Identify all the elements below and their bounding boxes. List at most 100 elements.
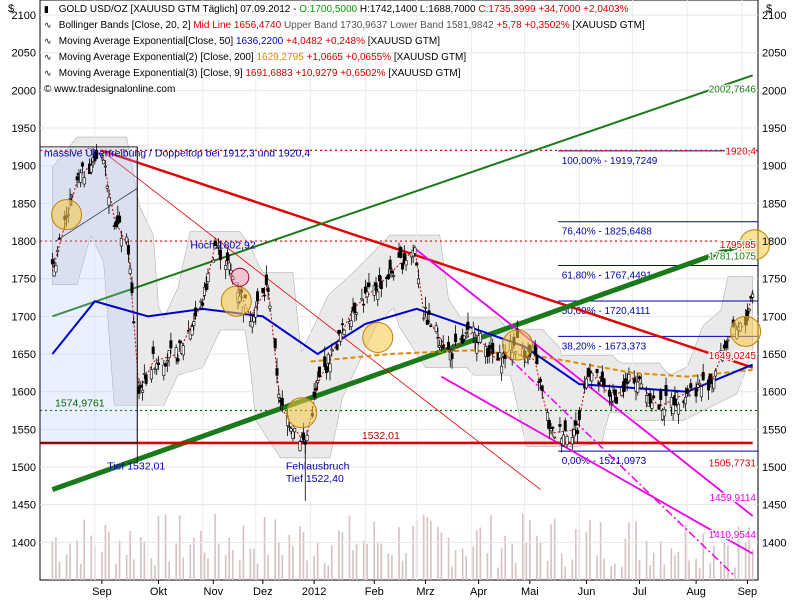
y-tick-label-left: 1550 — [12, 424, 36, 436]
candle-body — [551, 427, 555, 429]
ema200-value: 1629,2795 — [256, 52, 304, 63]
volume-bar — [362, 540, 365, 580]
price-change: +34,7000 +2,0403% — [538, 4, 629, 15]
candle-body — [622, 381, 626, 393]
candle-body — [118, 215, 122, 223]
thin-resistance-line — [101, 150, 541, 490]
candle-body — [323, 356, 327, 368]
volume-bar — [65, 554, 68, 580]
volume-bar — [645, 540, 648, 580]
candle-body — [524, 357, 528, 363]
ema200-symbol: [XAUUSD GTM] — [393, 52, 467, 63]
volume-bar — [734, 567, 736, 580]
candle-body — [659, 389, 663, 400]
volume-bar — [451, 566, 453, 580]
volume-bar — [638, 559, 641, 580]
volume-bar — [603, 558, 605, 580]
volume-bar — [723, 541, 726, 580]
candle-body — [165, 360, 169, 363]
candle-body — [706, 379, 710, 391]
candle-body — [298, 441, 302, 452]
x-tick-label: Jul — [632, 586, 646, 598]
volume-bar — [207, 558, 209, 580]
candle-body — [194, 307, 198, 317]
candle-body — [275, 368, 279, 376]
price-tag: 1781,1075 — [709, 251, 757, 262]
volume-bar — [401, 560, 404, 580]
price-tag: 1920,4 — [725, 146, 756, 157]
candle-body — [434, 325, 438, 332]
copyright-text: © www.tradesignalonline.com — [44, 84, 176, 95]
y-tick-label-left: 2100 — [12, 10, 36, 22]
ema9-value: 1691,6883 — [245, 68, 293, 79]
candle-body — [415, 262, 419, 266]
x-tick-label: Jun — [578, 586, 596, 598]
candle-body — [450, 353, 454, 359]
candle-body — [303, 441, 307, 445]
candle-body — [452, 343, 456, 347]
candle-body — [607, 389, 611, 397]
uptrend-upper-line — [52, 74, 754, 318]
grid-lines — [40, 0, 758, 580]
candle-body — [277, 394, 281, 398]
candle-body — [349, 320, 353, 327]
volume-bar — [720, 562, 722, 580]
candle-body — [615, 396, 619, 404]
low-value: L:1688,7000 — [419, 4, 476, 15]
volume-bar — [688, 560, 690, 580]
volume-bar — [536, 535, 538, 580]
candle-body — [367, 282, 371, 287]
volume-bar — [157, 516, 160, 580]
candle-body — [657, 404, 661, 410]
ema50-name: Moving Average Exponential[Close, 50] — [58, 36, 234, 47]
volume-bar — [430, 520, 432, 580]
candle-body — [324, 366, 328, 373]
volume-bar — [490, 515, 492, 580]
candle-body — [595, 368, 599, 373]
highlight-circle — [362, 321, 394, 353]
volume-bar — [182, 557, 185, 580]
candle-body — [314, 388, 318, 391]
volume-bar — [178, 515, 181, 580]
candle-body — [204, 283, 208, 291]
candle-body — [75, 176, 79, 181]
highlight-circles — [51, 199, 770, 429]
y-tick-label-right: 1950 — [762, 123, 786, 135]
ema50-icon: ∿ — [44, 37, 52, 47]
volume-bar — [621, 566, 623, 580]
candle-body — [378, 274, 382, 282]
candle-body — [141, 389, 145, 393]
candle-body — [399, 247, 403, 258]
candle-body — [425, 319, 429, 325]
candle-body — [201, 302, 205, 306]
volume-bar — [168, 561, 170, 580]
volume-bar — [79, 563, 82, 580]
volume-bar — [253, 548, 255, 580]
candle-body — [227, 262, 231, 271]
candle-body — [558, 424, 562, 427]
candle-body — [404, 260, 408, 266]
candle-body — [254, 307, 258, 318]
volume-bar — [101, 552, 103, 580]
candle-body — [698, 382, 702, 386]
volume-bar — [239, 559, 241, 580]
volume-bar — [500, 548, 503, 580]
candle-body — [627, 374, 631, 382]
candle-body — [613, 389, 617, 396]
volume-bar — [352, 550, 354, 580]
y-tick-label-left: 1450 — [12, 500, 36, 512]
volume-bar — [327, 565, 330, 580]
axes: 1400 1400 1450 1450 1500 1500 1550 1550 1600 1600… — [8, 3, 786, 598]
volume-bar — [341, 532, 344, 580]
open-value: O:1700,5000 — [299, 4, 358, 15]
volume-bar — [189, 544, 192, 580]
bollinger-lower: Lower Band 1581,9842 — [390, 20, 494, 31]
y-tick-label-right: 1400 — [762, 537, 786, 549]
candle-body — [376, 291, 380, 300]
y-tick-label-left: 1850 — [12, 198, 36, 210]
candle-body — [328, 363, 332, 373]
volume-bar — [525, 542, 528, 580]
candle-body — [570, 437, 574, 445]
candle-body — [422, 317, 426, 320]
candle-body — [252, 316, 256, 323]
